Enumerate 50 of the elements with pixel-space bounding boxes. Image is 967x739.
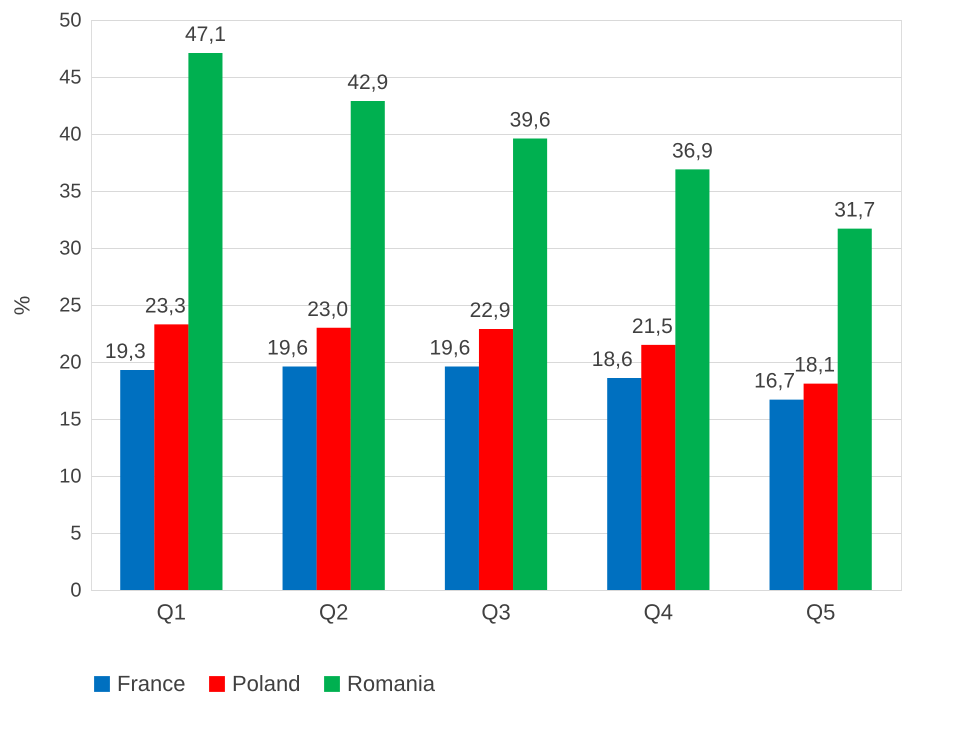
legend-label: France xyxy=(117,671,186,696)
y-tick-label: 35 xyxy=(59,180,82,202)
x-tick-label: Q3 xyxy=(481,600,511,624)
data-label: 19,6 xyxy=(429,336,470,360)
y-tick-label: 45 xyxy=(59,66,82,88)
bar xyxy=(316,328,351,590)
bar xyxy=(770,400,804,590)
y-tick-label: 50 xyxy=(59,10,82,32)
bar xyxy=(154,324,188,590)
data-label: 22,9 xyxy=(470,298,510,322)
legend-label: Poland xyxy=(232,671,301,696)
y-tick-label: 15 xyxy=(59,408,82,430)
y-tick-label: 5 xyxy=(70,522,82,544)
data-label: 21,5 xyxy=(632,314,673,338)
y-axis-title: % xyxy=(9,296,34,316)
bar xyxy=(675,169,710,590)
x-tick-label: Q4 xyxy=(644,600,674,624)
bar xyxy=(120,370,154,590)
data-label: 47,1 xyxy=(185,23,226,46)
data-label: 16,7 xyxy=(754,370,795,393)
bar xyxy=(444,366,479,590)
bar xyxy=(804,384,838,590)
bar xyxy=(188,53,222,590)
bar xyxy=(478,328,514,590)
data-label: 31,7 xyxy=(834,198,876,222)
data-label: 18,6 xyxy=(592,348,633,371)
bar xyxy=(513,138,548,590)
data-label: 36,9 xyxy=(672,139,713,162)
bar xyxy=(641,344,676,590)
y-tick-label: 0 xyxy=(70,580,82,602)
data-label: 39,6 xyxy=(510,108,551,132)
bar xyxy=(838,228,872,590)
data-label: 23,0 xyxy=(307,298,348,321)
y-tick-label: 25 xyxy=(59,294,82,316)
bar xyxy=(607,378,642,590)
legend-label: Romania xyxy=(347,671,436,696)
data-label: 18,1 xyxy=(794,354,836,377)
y-tick-label: 30 xyxy=(59,238,82,260)
x-tick-label: Q1 xyxy=(156,600,186,624)
x-tick-label: Q2 xyxy=(318,600,348,624)
y-tick-label: 40 xyxy=(59,124,82,146)
data-label: 19,3 xyxy=(104,340,146,363)
bar xyxy=(282,366,317,590)
y-tick-label: 20 xyxy=(59,352,82,374)
x-tick-label: Q5 xyxy=(806,600,836,624)
y-tick-label: 10 xyxy=(59,466,82,488)
data-label: 42,9 xyxy=(347,70,388,94)
data-label: 19,6 xyxy=(267,336,308,360)
data-label: 23,3 xyxy=(144,294,186,318)
bar xyxy=(350,100,385,590)
